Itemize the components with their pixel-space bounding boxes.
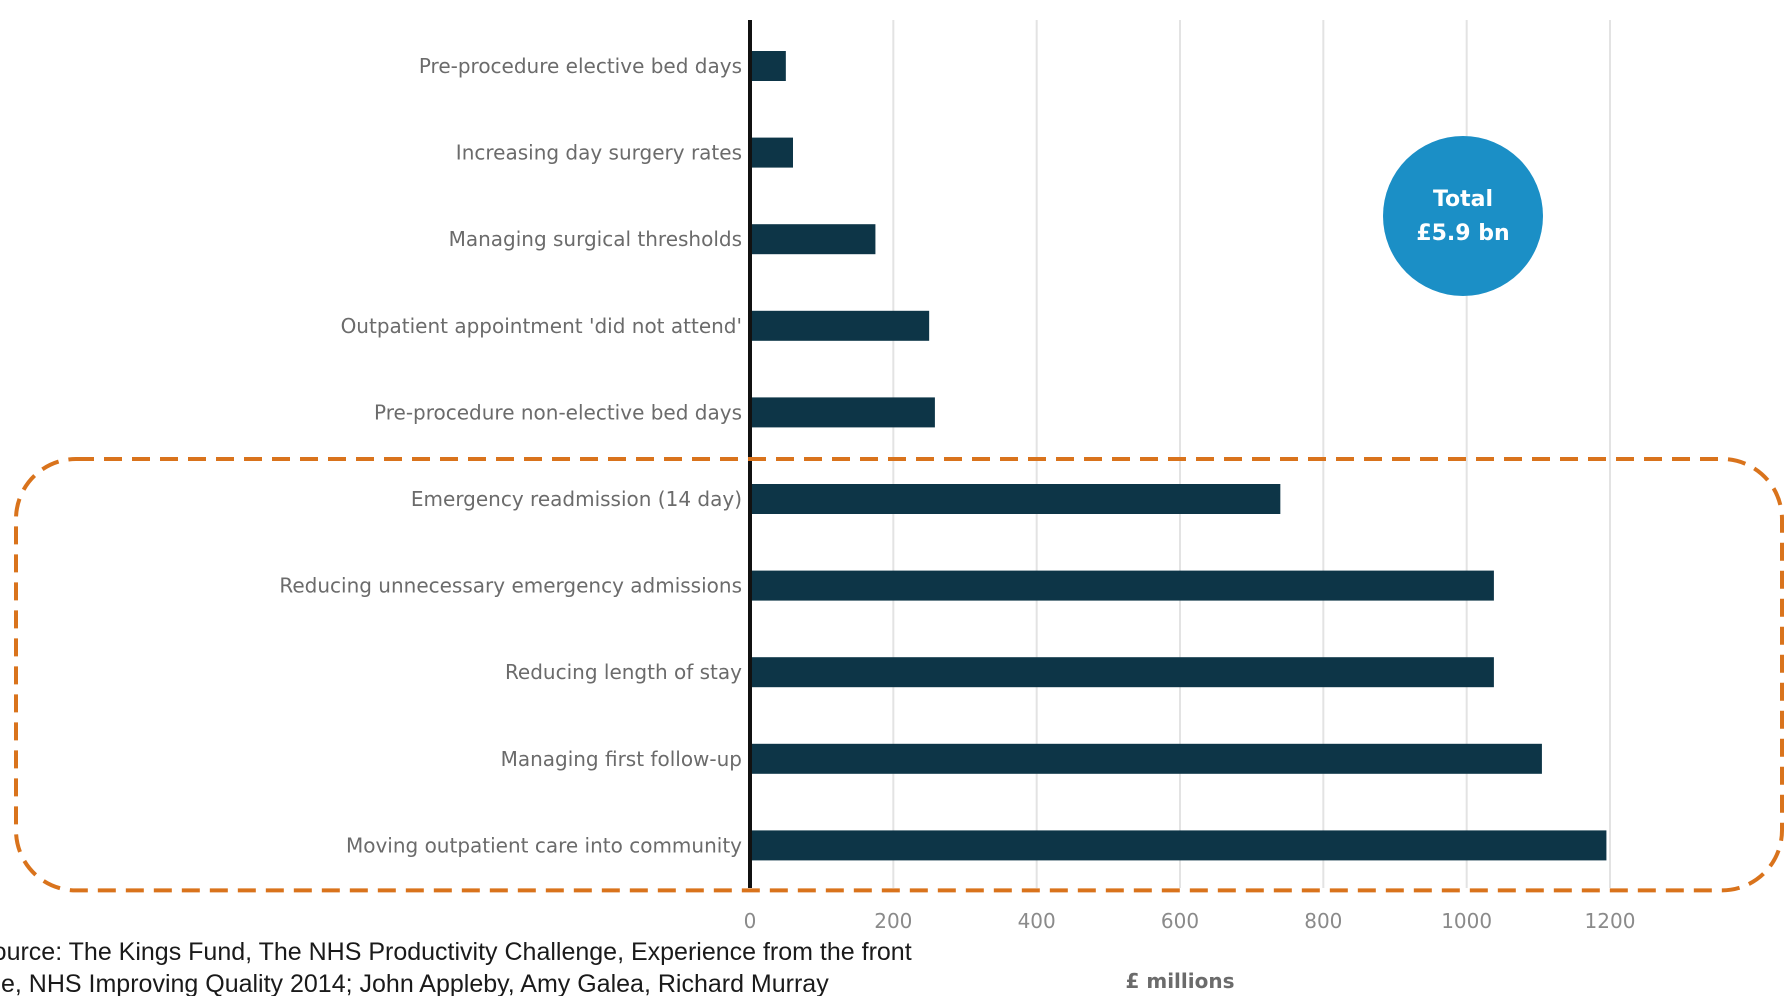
total-badge-label: Total — [1433, 187, 1493, 212]
x-tick-label: 200 — [874, 909, 912, 933]
source-citation: Source: The Kings Fund, The NHS Producti… — [0, 936, 960, 996]
total-badge: Total £5.9 bn — [1383, 136, 1543, 296]
bar — [750, 570, 1494, 601]
bar — [750, 484, 1281, 514]
category-labels: Pre-procedure elective bed days Increasin… — [279, 54, 742, 857]
bar — [750, 310, 930, 341]
bar — [750, 137, 793, 168]
x-tick-labels: 0 200 400 600 800 1000 1200 — [744, 909, 1636, 933]
source-line-2: line, NHS Improving Quality 2014; John A… — [0, 970, 829, 996]
x-tick-label: 0 — [744, 909, 757, 933]
category-label: Managing surgical thresholds — [449, 227, 742, 251]
x-axis-title: £ millions — [1125, 969, 1234, 993]
category-label: Outpatient appointment 'did not attend' — [341, 314, 742, 338]
x-tick-label: 600 — [1161, 909, 1199, 933]
x-tick-label: 800 — [1304, 909, 1342, 933]
x-tick-label: 1000 — [1441, 909, 1492, 933]
category-label: Pre-procedure elective bed days — [419, 54, 742, 78]
bars — [750, 51, 1607, 861]
bar — [750, 830, 1607, 861]
category-label: Managing first follow-up — [501, 747, 742, 771]
x-tick-label: 1200 — [1585, 909, 1636, 933]
bar — [750, 743, 1542, 774]
total-badge-value: £5.9 bn — [1416, 221, 1509, 246]
bar — [750, 51, 786, 81]
bar — [750, 224, 876, 255]
category-label: Pre-procedure non-elective bed days — [374, 400, 742, 424]
category-label: Emergency readmission (14 day) — [411, 487, 742, 511]
category-label: Increasing day surgery rates — [456, 141, 742, 165]
highlight-dashed-box — [14, 457, 1784, 893]
bar — [750, 397, 935, 428]
source-line-1: Source: The Kings Fund, The NHS Producti… — [0, 938, 912, 966]
category-label: Reducing unnecessary emergency admission… — [279, 574, 742, 598]
category-label: Reducing length of stay — [505, 660, 742, 684]
x-tick-label: 400 — [1018, 909, 1056, 933]
total-badge-circle — [1383, 136, 1543, 296]
bar — [750, 657, 1494, 688]
category-label: Moving outpatient care into community — [346, 833, 742, 857]
